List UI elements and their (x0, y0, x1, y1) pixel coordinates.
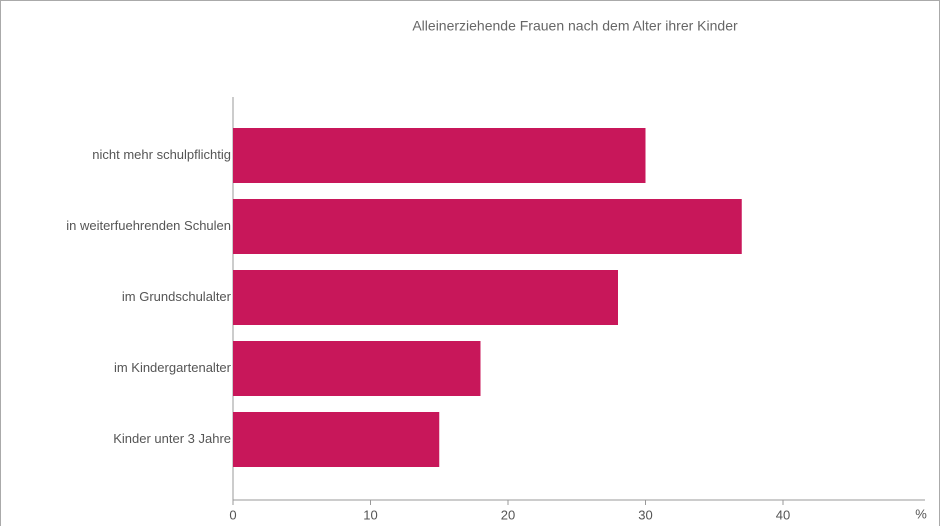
y-tick-label: nicht mehr schulpflichtig (92, 147, 231, 162)
y-tick-label: im Kindergartenalter (114, 360, 232, 375)
x-tick-label: 10 (363, 507, 377, 522)
x-tick-label: 0 (229, 507, 236, 522)
bar (233, 199, 742, 254)
y-tick-label: in weiterfuehrenden Schulen (66, 218, 231, 233)
bar (233, 412, 440, 467)
y-tick-label: im Grundschulalter (122, 289, 232, 304)
chart-title: Alleinerziehende Frauen nach dem Alter i… (412, 18, 738, 34)
x-tick-label: 40 (776, 507, 790, 522)
x-axis-label: % (915, 506, 927, 521)
x-tick-label: 30 (638, 507, 652, 522)
y-tick-label: Kinder unter 3 Jahre (113, 431, 231, 446)
bar (233, 128, 646, 183)
bar (233, 341, 481, 396)
x-tick-label: 20 (501, 507, 515, 522)
bar (233, 270, 618, 325)
